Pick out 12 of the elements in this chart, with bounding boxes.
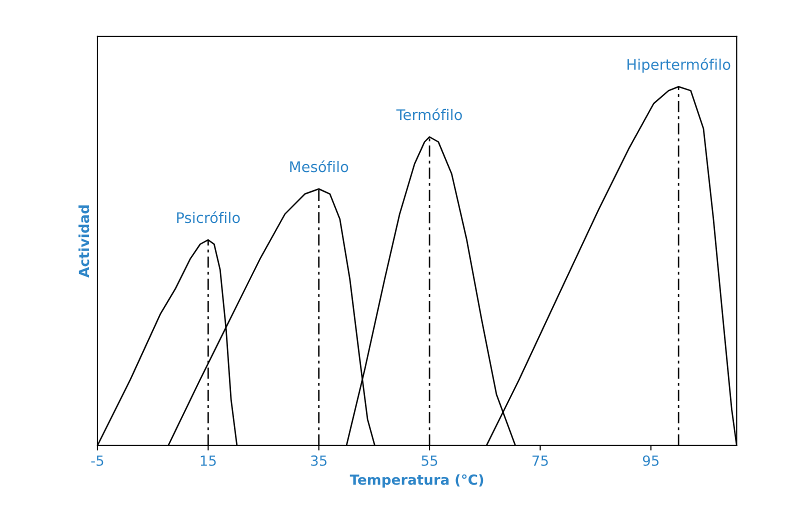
series-label: Psicrófilo <box>177 211 240 224</box>
x-tick-label: -5 <box>91 456 104 466</box>
x-tick-label: 35 <box>311 455 326 466</box>
y-axis-title: Actividad <box>78 205 90 278</box>
series-label: Hipertermófilo <box>628 58 730 73</box>
series-label: Termófilo <box>396 108 462 120</box>
x-tick-label: 15 <box>200 456 216 466</box>
x-tick-label: 95 <box>642 455 659 466</box>
x-axis-title: Temperatura (°C) <box>350 474 484 488</box>
x-tick-label: 55 <box>422 456 438 466</box>
series-label: Mesófilo <box>290 160 348 172</box>
x-tick-label: 75 <box>532 456 548 466</box>
